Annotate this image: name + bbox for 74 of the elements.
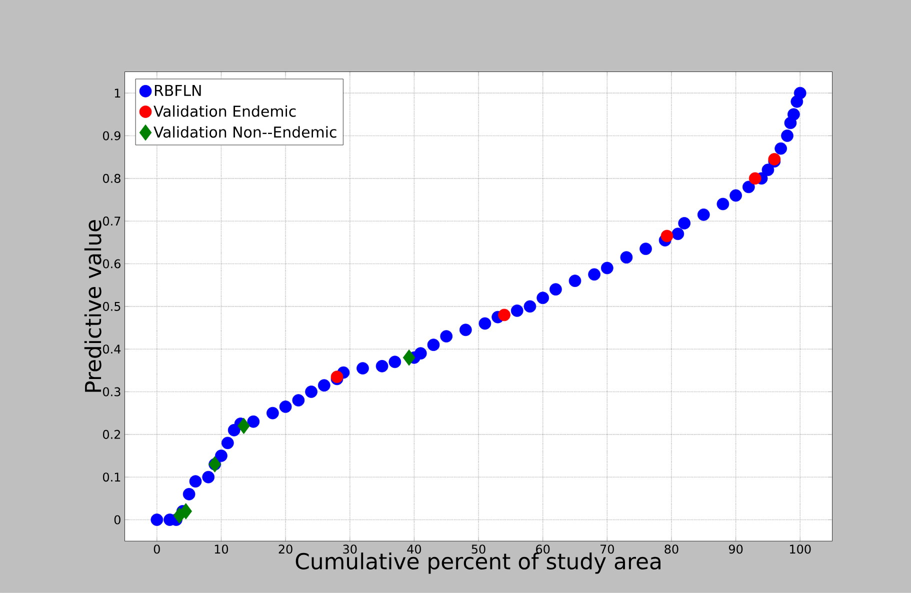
point [716,198,730,210]
y-tick-label: 0.8 [102,174,120,183]
point [550,283,562,296]
point [498,308,510,322]
point [440,330,453,343]
x-tick-label: 10 [214,544,228,554]
legend-label: Validation Endemic [154,105,296,117]
y-tick-label: 0.6 [102,259,120,268]
x-tick-label: 60 [536,544,550,554]
point [510,304,524,317]
point [182,488,196,500]
x-tick-label: 40 [407,544,422,554]
y-tick-label: 0.3 [102,387,120,396]
point [588,268,600,281]
x-tick-label: 20 [278,544,292,554]
point [742,180,755,194]
point [774,142,787,155]
point [376,360,388,372]
point [620,251,633,264]
y-tick-label: 0 [114,515,120,524]
y-tick-label: 0.9 [102,131,120,140]
point [292,394,305,407]
x-tick-label: 90 [728,544,743,554]
point [660,230,674,242]
point [748,172,762,185]
y-tick-label: 0.4 [102,344,121,354]
point [356,362,369,375]
point [672,228,684,240]
point [202,470,215,484]
point [215,450,228,462]
point [788,108,800,121]
point [478,317,492,330]
point [524,300,536,313]
y-axis-title: Predictive value [84,220,102,392]
point [781,130,794,142]
point [247,415,260,428]
point [402,349,416,366]
point [318,379,330,392]
point [189,475,202,488]
point [414,347,427,360]
point [459,324,472,336]
legend-label: Validation Non--Endemic [154,126,336,138]
legend-label: RBFLN [154,85,201,96]
x-tick-label: 80 [664,544,678,554]
x-tick-label: 70 [600,544,614,554]
point [266,406,279,420]
point [697,208,710,221]
point [600,262,614,274]
point [678,217,691,230]
point [150,514,164,526]
x-axis-title: Cumulative percent of study area [296,552,660,574]
point [762,164,774,176]
point [794,86,806,100]
y-tick-label: 0.7 [102,216,120,226]
point [768,153,781,166]
x-tick-label: 100 [790,544,811,554]
y-tick-label: 0.2 [102,430,120,439]
point [427,338,440,352]
point [279,400,292,413]
point [640,242,652,256]
x-tick-label: 30 [343,544,357,554]
point [238,418,250,434]
y-tick-label: 1 [114,88,120,98]
point [180,503,192,520]
x-tick-label: 0 [154,544,160,554]
point [305,386,318,398]
point [221,436,234,450]
point [730,189,742,202]
point [536,292,550,304]
x-tick-label: 50 [472,544,486,554]
point [568,274,582,288]
point [388,356,402,368]
y-tick-label: 0.5 [102,302,120,311]
y-tick-label: 0.1 [102,472,120,482]
